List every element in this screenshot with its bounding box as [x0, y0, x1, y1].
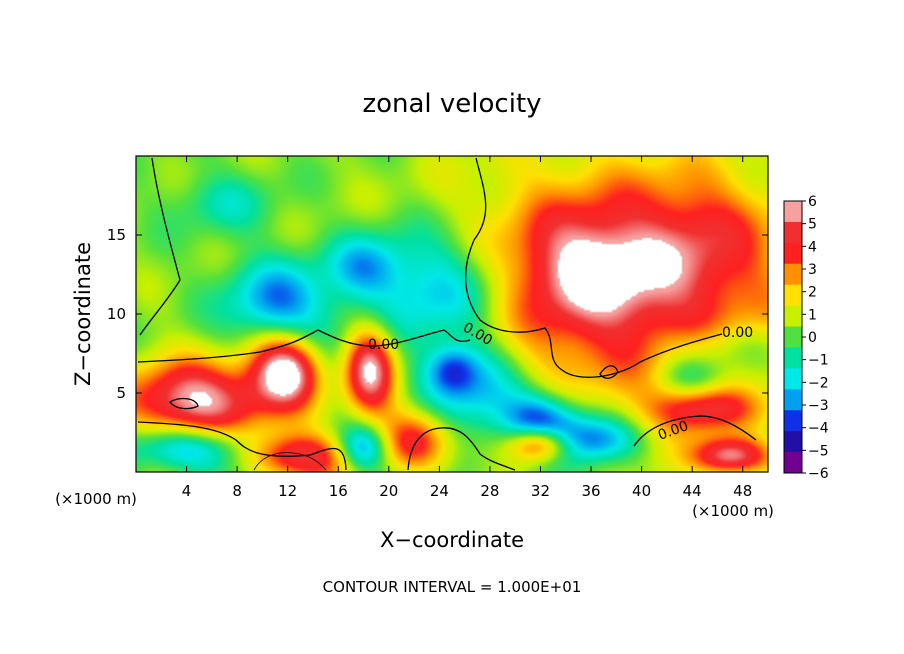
zero-contour-lines: [137, 157, 757, 471]
colorbar-tick-label: −6: [808, 466, 829, 482]
x-tick-label: 28: [480, 482, 499, 500]
contour-line: [465, 157, 723, 378]
x-axis-ticks: 4 8 12 16 20 24 28 32 36 40 44 48: [182, 156, 752, 500]
contour-line: [599, 365, 619, 379]
colorbar-tick-label: −3: [808, 398, 829, 414]
x-tick-label: 36: [581, 482, 600, 500]
colorbar-tick-label: −1: [808, 353, 829, 369]
velocity-heatmap: [136, 156, 768, 472]
y-tick-label: 15: [107, 226, 126, 244]
colorbar-tick-label: −4: [808, 421, 829, 437]
colorbar-swatch: [784, 221, 802, 244]
chart-title: zonal velocity: [362, 89, 541, 119]
contour-label: 0.00: [368, 337, 399, 353]
colorbar-swatch: [784, 242, 802, 265]
contour-interval-footer: CONTOUR INTERVAL = 1.000E+01: [323, 578, 582, 596]
colorbar-tick-label: 2: [808, 285, 817, 301]
colorbar-tick-label: −5: [808, 443, 829, 459]
x-tick-label: 4: [182, 482, 192, 500]
plot-area: 0.00 0.00 0.000.00 4 8 12 16 20 24 28 32 36 40 44 48 …: [107, 155, 769, 500]
contour-line: [139, 157, 181, 336]
contour-label: 0.00: [722, 325, 753, 341]
x-tick-label: 44: [683, 482, 702, 500]
x-tick-label: 16: [329, 482, 348, 500]
colorbar-tick-label: 3: [808, 262, 817, 278]
colorbar-swatch: [784, 347, 802, 369]
colorbar-tick-label: 4: [808, 239, 817, 255]
colorbar-tick-label: 1: [808, 307, 817, 323]
y-tick-label: 10: [107, 305, 126, 323]
colorbar-swatch: [784, 452, 802, 474]
colorbar-tick-label: 5: [808, 217, 817, 233]
colorbar-swatch: [784, 263, 802, 286]
x-axis-label: X−coordinate: [380, 528, 524, 552]
colorbar-tick-label: −2: [808, 375, 829, 391]
y-axis-ticks: 5 10 15: [107, 226, 768, 402]
x-axis-unit-right: (×1000 m): [692, 502, 774, 520]
colorbar-swatch: [784, 284, 802, 307]
x-tick-label: 8: [232, 482, 242, 500]
contour-line: [633, 415, 757, 447]
x-tick-label: 32: [531, 482, 550, 500]
y-axis-label: Z−coordinate: [71, 242, 95, 386]
colorbar-swatch: [784, 326, 802, 348]
x-tick-label: 20: [379, 482, 398, 500]
x-tick-label: 12: [278, 482, 297, 500]
colorbar-swatch: [784, 389, 802, 411]
colorbar-swatch: [784, 368, 802, 390]
y-tick-label: 5: [116, 384, 126, 402]
x-tick-label: 24: [430, 482, 449, 500]
colorbar-tick-label: 6: [808, 194, 817, 210]
x-tick-label: 48: [733, 482, 752, 500]
x-axis-unit-left: (×1000 m): [55, 490, 137, 508]
contour-line: [137, 421, 347, 471]
colorbar-swatch: [784, 305, 802, 328]
contour-line: [137, 329, 471, 363]
colorbar-swatch: [784, 431, 802, 453]
contour-line: [169, 397, 199, 410]
contour-line: [407, 427, 516, 471]
colorbar-swatch: [784, 410, 802, 432]
colorbar: 6 5 4 3 2 1 0 −1 −2 −3 −4 −5 −6: [783, 194, 829, 482]
contour-line: [253, 452, 327, 471]
colorbar-swatch: [784, 201, 802, 223]
colorbar-tick-label: 0: [808, 330, 817, 346]
x-tick-label: 40: [632, 482, 651, 500]
